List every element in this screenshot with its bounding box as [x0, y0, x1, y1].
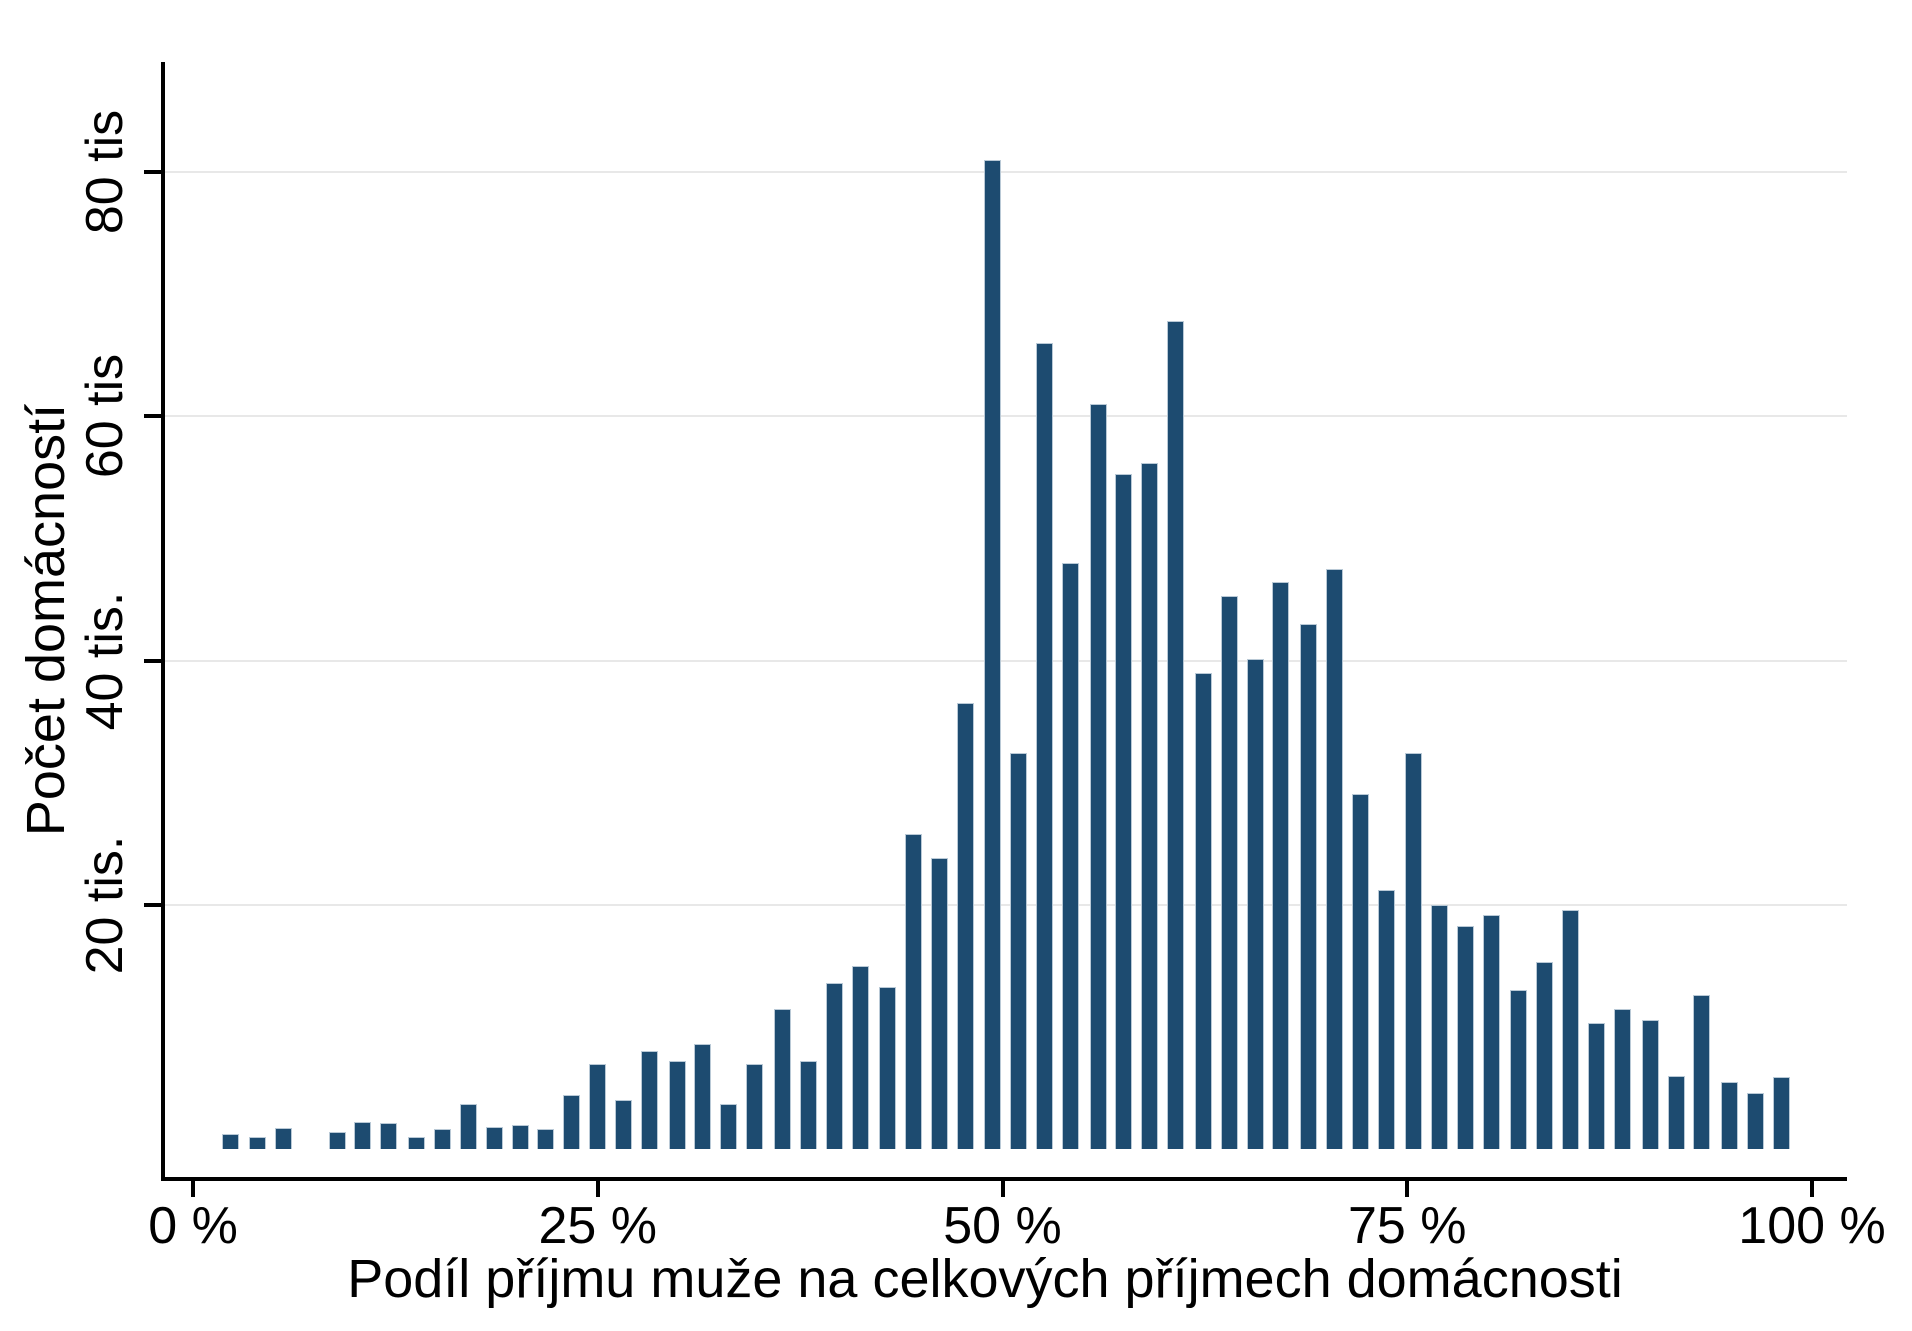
histogram-bar: [1167, 320, 1185, 1149]
gridline-60k: [165, 415, 1847, 418]
histogram-bar: [1588, 1023, 1606, 1149]
y-tick-mark: [144, 170, 163, 174]
histogram-bar: [1457, 925, 1475, 1149]
histogram-bar: [1141, 462, 1159, 1149]
histogram-bar: [956, 703, 974, 1149]
histogram-bar: [773, 1008, 791, 1149]
histogram-bar: [354, 1122, 372, 1149]
y-tick-mark: [144, 902, 163, 907]
histogram-bar: [1061, 562, 1079, 1149]
histogram-bar: [1299, 623, 1317, 1149]
histogram-bar: [615, 1100, 633, 1149]
y-tick-label: 20 tis.: [76, 835, 134, 975]
histogram-bar: [1351, 793, 1369, 1149]
histogram-bar: [1562, 909, 1580, 1149]
y-tick-label: 40 tis.: [76, 591, 134, 730]
histogram-bar: [275, 1128, 293, 1149]
histogram-bar: [1720, 1081, 1738, 1149]
histogram-bar: [1036, 342, 1054, 1149]
y-tick-label: 60 tis: [76, 354, 134, 479]
histogram-bar: [459, 1103, 477, 1149]
x-tick-mark: [191, 1181, 195, 1197]
y-tick-mark: [144, 414, 163, 419]
histogram-bar: [904, 833, 922, 1149]
histogram-bar: [1641, 1019, 1659, 1149]
gridline-40k: [165, 659, 1847, 662]
histogram-bar: [799, 1061, 817, 1149]
histogram-bar: [1431, 904, 1449, 1149]
histogram-bar: [1010, 753, 1028, 1149]
histogram-bar: [1115, 473, 1133, 1149]
x-tick-mark: [1810, 1181, 1814, 1197]
histogram-bar: [984, 159, 1002, 1149]
gridline-20k: [165, 903, 1847, 906]
histogram-bar: [1482, 914, 1500, 1149]
y-axis-title: Počet domácností: [16, 403, 76, 837]
histogram-bar: [1746, 1092, 1764, 1149]
y-axis-line: [161, 62, 165, 1181]
x-tick-label: 50 %: [943, 1197, 1062, 1255]
histogram-bar: [930, 858, 948, 1149]
histogram-bar: [720, 1103, 738, 1149]
x-axis-line: [161, 1177, 1847, 1181]
x-tick-label: 75 %: [1347, 1197, 1467, 1255]
histogram-bar: [221, 1134, 239, 1149]
histogram-bar: [1405, 753, 1423, 1149]
histogram-bar: [1693, 995, 1711, 1149]
histogram-bar: [1377, 890, 1395, 1149]
histogram-bar: [1772, 1076, 1790, 1149]
y-tick-label: 80 tis: [76, 109, 134, 235]
histogram-bar: [1272, 582, 1290, 1149]
histogram-bar: [249, 1136, 267, 1149]
histogram-bar: [1667, 1075, 1685, 1149]
histogram-bar: [407, 1136, 425, 1149]
x-tick-mark: [1000, 1181, 1005, 1197]
histogram-bar: [879, 986, 897, 1149]
histogram-bar: [433, 1129, 451, 1149]
histogram-bar: [511, 1124, 529, 1149]
histogram-bar: [746, 1063, 764, 1149]
x-tick-mark: [595, 1181, 600, 1197]
gridline-80k: [165, 171, 1847, 173]
y-tick-mark: [144, 658, 163, 663]
histogram-bar: [641, 1051, 659, 1149]
histogram-bar: [1089, 404, 1107, 1149]
histogram-bar: [668, 1061, 686, 1149]
x-tick-label: 25 %: [538, 1197, 658, 1255]
histogram-bar: [589, 1063, 607, 1149]
histogram-bar: [328, 1131, 346, 1149]
histogram-bar: [1614, 1008, 1632, 1149]
histogram-bar: [1220, 595, 1238, 1149]
x-axis-title: Podíl příjmu muže na celkových příjmech …: [347, 1249, 1623, 1309]
histogram-bar: [825, 982, 843, 1149]
histogram-bar: [1194, 672, 1212, 1149]
histogram-bar: [1510, 990, 1528, 1149]
histogram-bar: [485, 1127, 503, 1149]
histogram-bar: [380, 1123, 398, 1149]
histogram-bar: [1325, 568, 1343, 1149]
histogram-bar: [694, 1043, 712, 1149]
x-tick-mark: [1405, 1181, 1410, 1197]
histogram-bar: [1536, 962, 1554, 1149]
histogram-bar: [851, 965, 869, 1149]
histogram-bar: [563, 1095, 581, 1149]
x-tick-label: 0 %: [148, 1197, 238, 1255]
x-tick-label: 100 %: [1738, 1197, 1886, 1255]
histogram-bar: [537, 1129, 555, 1149]
histogram-bar: [1246, 659, 1264, 1149]
